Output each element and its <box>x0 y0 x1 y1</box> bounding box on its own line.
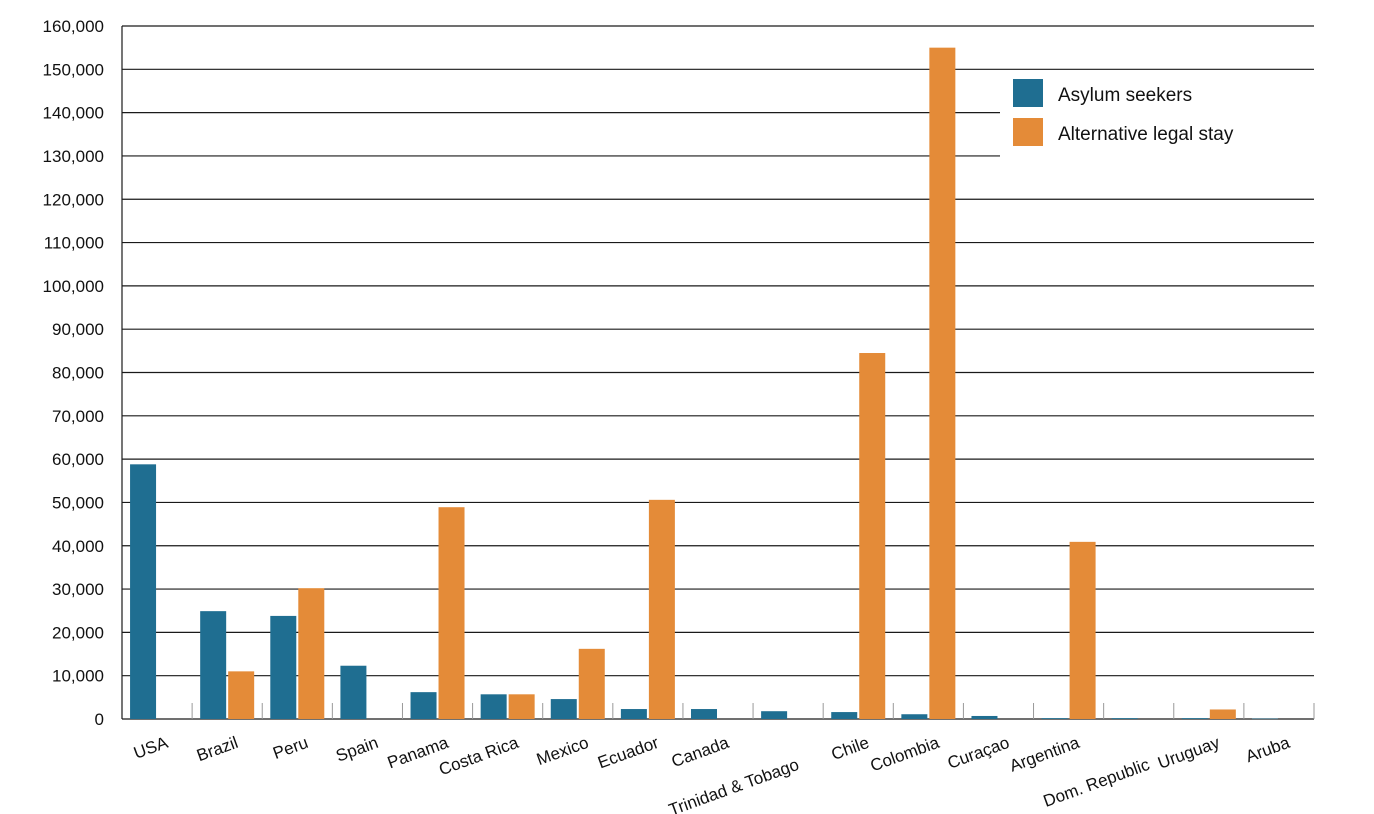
x-tick-label-chile: Chile <box>829 733 872 764</box>
bar-alternative-legal-stay-costa-rica <box>508 694 535 719</box>
bar-alternative-legal-stay-ecuador <box>648 499 675 719</box>
bar-asylum-seekers-dom-republic <box>1111 718 1138 719</box>
x-tick-label-ecuador: Ecuador <box>595 733 661 773</box>
legend-swatch-alternative-legal-stay <box>1013 118 1043 146</box>
bar-alternative-legal-stay-peru <box>298 588 325 719</box>
legend-label-alternative-legal-stay: Alternative legal stay <box>1058 124 1234 145</box>
x-tick-label-spain: Spain <box>333 733 380 766</box>
bar-alternative-legal-stay-uruguay <box>1209 709 1236 719</box>
y-tick-label: 100,000 <box>43 277 104 296</box>
y-tick-label: 20,000 <box>52 623 104 642</box>
y-tick-label: 0 <box>95 710 104 729</box>
bar-asylum-seekers-spain <box>340 665 367 719</box>
y-tick-label: 70,000 <box>52 407 104 426</box>
x-tick-label-usa: USA <box>131 733 171 763</box>
bar-asylum-seekers-brazil <box>200 611 227 719</box>
legend: Asylum seekers Alternative legal stay <box>1000 72 1320 162</box>
legend-swatch-asylum-seekers <box>1013 79 1043 107</box>
y-tick-label: 50,000 <box>52 493 104 512</box>
y-tick-label: 140,000 <box>43 104 104 123</box>
bar-asylum-seekers-uruguay <box>1181 718 1208 719</box>
y-tick-label: 130,000 <box>43 147 104 166</box>
x-tick-label-argentina: Argentina <box>1007 733 1082 776</box>
bar-asylum-seekers-canada <box>691 709 717 719</box>
bar-asylum-seekers-trinidad-tobago <box>761 711 788 719</box>
bar-asylum-seekers-colombia <box>901 714 928 719</box>
x-tick-label-costa-rica: Costa Rica <box>436 733 521 779</box>
legend-label-asylum-seekers: Asylum seekers <box>1058 85 1192 106</box>
x-tick-label-colombia: Colombia <box>868 733 942 776</box>
bar-alternative-legal-stay-colombia <box>929 47 956 719</box>
x-tick-label-mexico: Mexico <box>534 733 591 769</box>
bar-asylum-seekers-costa-rica <box>480 694 507 719</box>
x-tick-label-cura-ao: Curaçao <box>945 733 1012 773</box>
x-tick-label-dom-republic: Dom. Republic <box>1041 755 1153 811</box>
y-tick-label: 160,000 <box>43 17 104 36</box>
y-tick-label: 110,000 <box>44 234 104 253</box>
x-tick-label-aruba: Aruba <box>1243 733 1293 767</box>
x-tick-label-uruguay: Uruguay <box>1155 733 1222 773</box>
y-tick-label: 150,000 <box>43 60 104 79</box>
y-tick-label: 90,000 <box>52 320 104 339</box>
bar-asylum-seekers-aruba <box>1251 718 1278 720</box>
x-tick-label-brazil: Brazil <box>194 733 240 765</box>
bar-alternative-legal-stay-argentina <box>1069 541 1096 719</box>
y-tick-label: 40,000 <box>52 537 104 556</box>
bar-asylum-seekers-chile <box>831 712 858 719</box>
bar-asylum-seekers-peru <box>270 615 297 719</box>
x-tick-label-canada: Canada <box>669 733 732 771</box>
bar-asylum-seekers-argentina <box>1041 718 1068 719</box>
bar-asylum-seekers-mexico <box>550 699 577 719</box>
bar-asylum-seekers-usa <box>130 464 157 719</box>
bar-alternative-legal-stay-mexico <box>578 648 605 719</box>
bar-asylum-seekers-panama <box>410 692 437 719</box>
y-axis: 0 10,000 20,000 30,000 40,000 50,000 60,000 70,… <box>43 17 123 729</box>
bar-alternative-legal-stay-brazil <box>228 671 255 719</box>
bar-asylum-seekers-ecuador <box>620 709 647 719</box>
y-tick-label: 10,000 <box>52 667 104 686</box>
y-tick-label: 120,000 <box>43 190 104 209</box>
y-tick-label: 30,000 <box>52 580 104 599</box>
y-tick-label: 80,000 <box>52 364 104 383</box>
x-tick-label-peru: Peru <box>270 733 310 763</box>
bar-asylum-seekers-cura-ao <box>971 715 998 719</box>
legend-background <box>1000 72 1320 162</box>
y-tick-label: 60,000 <box>52 450 104 469</box>
bars <box>130 47 1278 720</box>
bar-alternative-legal-stay-chile <box>859 353 886 719</box>
bar-alternative-legal-stay-panama <box>438 507 465 719</box>
